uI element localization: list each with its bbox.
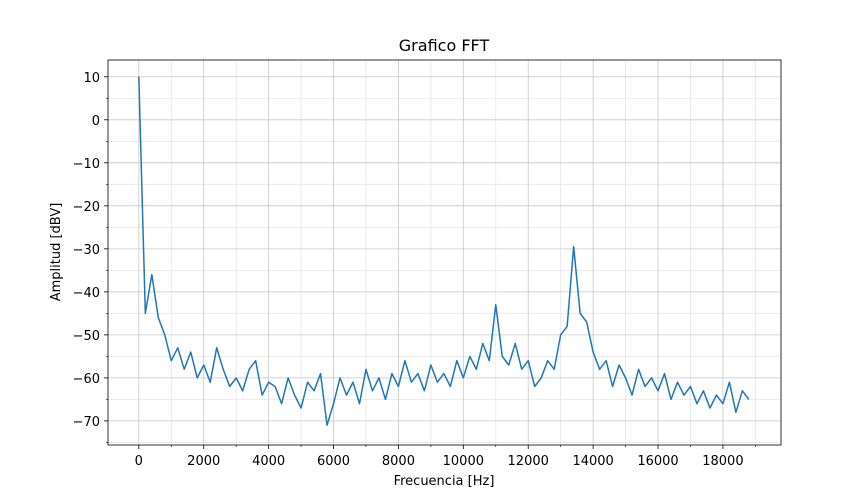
y-tick-label: −20	[73, 200, 100, 215]
y-tick-label: 0	[92, 114, 100, 129]
x-tick-label: 6000	[317, 454, 350, 469]
chart-title: Grafico FFT	[399, 36, 490, 55]
y-tick-label: −10	[73, 157, 100, 172]
y-tick-label: 10	[83, 71, 100, 86]
y-tick-label: −40	[73, 286, 100, 301]
x-tick-label: 16000	[637, 454, 678, 469]
x-tick-label: 18000	[702, 454, 743, 469]
y-tick-label: −30	[73, 243, 100, 258]
x-axis-label: Frecuencia [Hz]	[394, 474, 495, 489]
x-tick-label: 0	[135, 454, 143, 469]
x-tick-label: 10000	[443, 454, 484, 469]
y-tick-label: −60	[73, 372, 100, 387]
data-line	[138, 76, 750, 426]
x-tick-label: 8000	[382, 454, 415, 469]
x-tick-label: 12000	[508, 454, 549, 469]
x-tick-label: 14000	[572, 454, 613, 469]
y-tick-label: −50	[73, 329, 100, 344]
x-tick-label: 4000	[252, 454, 285, 469]
plot-frame	[107, 59, 782, 446]
y-tick-label: −70	[73, 415, 100, 430]
y-axis-label: Amplitud [dBV]	[49, 203, 64, 302]
x-tick-label: 2000	[187, 454, 220, 469]
